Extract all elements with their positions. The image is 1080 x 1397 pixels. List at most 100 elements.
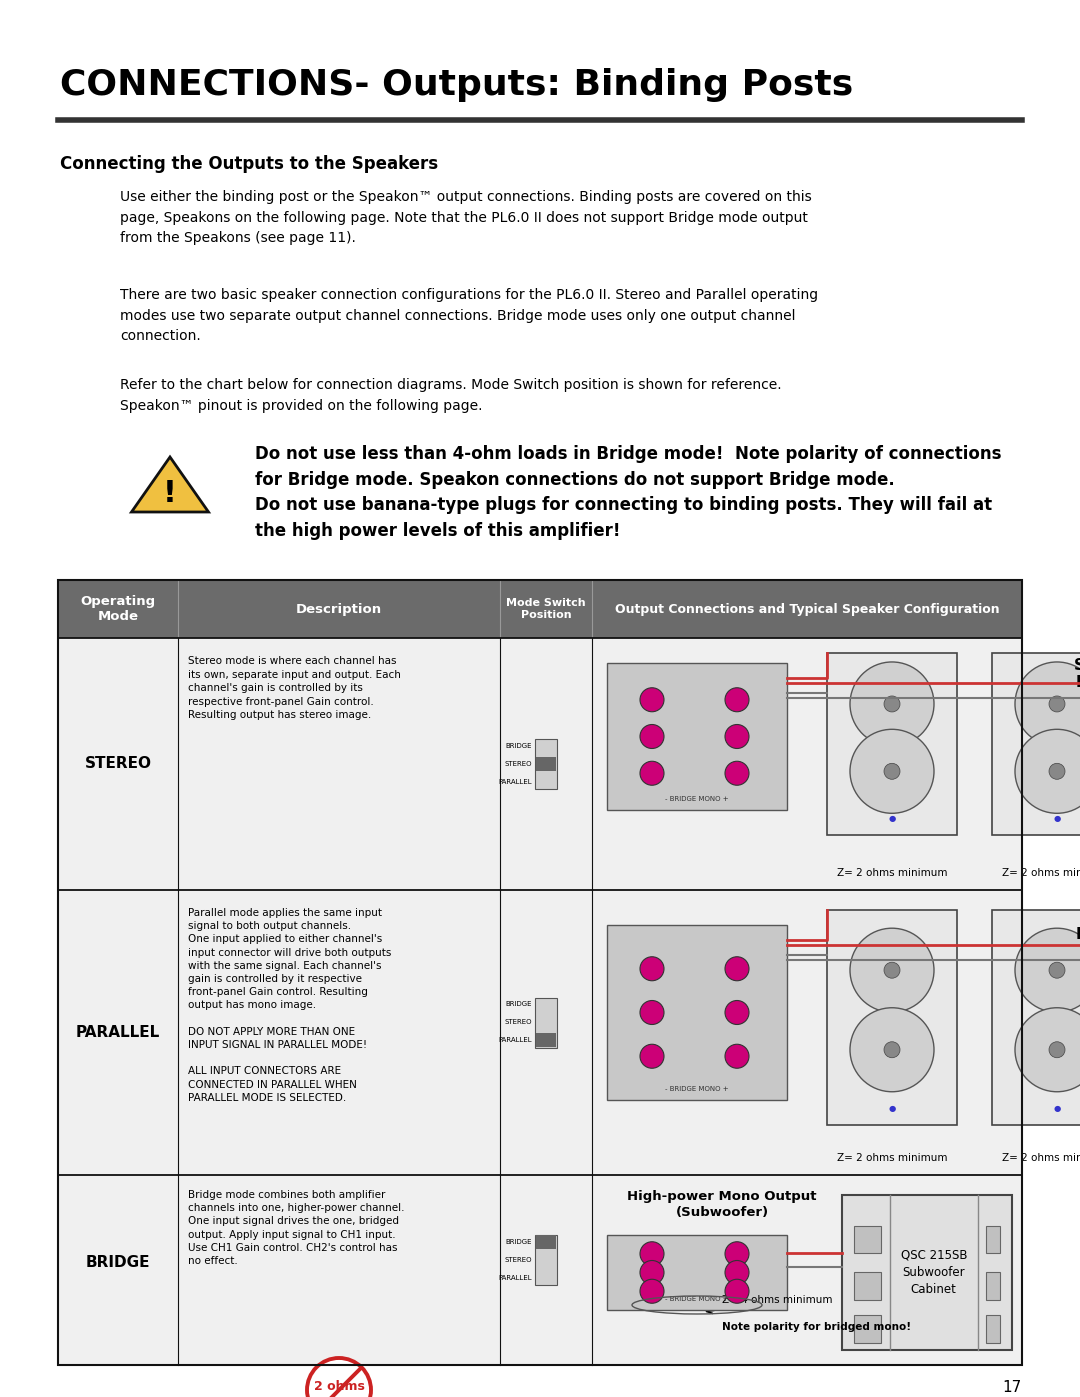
Circle shape <box>725 1000 750 1024</box>
Text: Description: Description <box>296 602 382 616</box>
Text: BRIDGE: BRIDGE <box>505 1002 532 1007</box>
Circle shape <box>725 725 750 749</box>
Circle shape <box>640 1000 664 1024</box>
Text: BRIDGE: BRIDGE <box>505 1239 532 1245</box>
Bar <box>535 1235 557 1285</box>
Text: Use either the binding post or the Speakon™ output connections. Binding posts ar: Use either the binding post or the Speak… <box>120 190 812 246</box>
Bar <box>854 1227 881 1253</box>
Bar <box>535 739 557 789</box>
Text: Bridge mode combines both amplifier
channels into one, higher-power channel.
One: Bridge mode combines both amplifier chan… <box>188 1190 405 1266</box>
Circle shape <box>640 725 664 749</box>
Circle shape <box>1015 662 1080 746</box>
Text: Refer to the chart below for connection diagrams. Mode Switch position is shown : Refer to the chart below for connection … <box>120 379 782 412</box>
Bar <box>993 909 1080 1125</box>
Circle shape <box>850 729 934 813</box>
Text: Stereo mode is where each channel has
its own, separate input and output. Each
c: Stereo mode is where each channel has it… <box>188 657 401 721</box>
Text: PARALLEL: PARALLEL <box>76 1025 160 1039</box>
Text: STEREO: STEREO <box>504 761 532 767</box>
Text: BRIDGE: BRIDGE <box>505 743 532 749</box>
Circle shape <box>640 1242 664 1266</box>
Circle shape <box>885 696 900 712</box>
Circle shape <box>1049 696 1065 712</box>
Bar <box>854 1273 881 1301</box>
Text: Note polarity for bridged mono!: Note polarity for bridged mono! <box>723 1322 912 1331</box>
Circle shape <box>640 1044 664 1069</box>
Bar <box>58 580 1022 638</box>
Circle shape <box>1049 763 1065 780</box>
Bar <box>842 1194 1012 1350</box>
Text: STEREO: STEREO <box>84 757 151 771</box>
Text: High-power Mono Output
(Subwoofer): High-power Mono Output (Subwoofer) <box>627 1190 816 1220</box>
Text: PARALLEL: PARALLEL <box>498 780 532 785</box>
Circle shape <box>1049 963 1065 978</box>
Text: Z= 2 ohms minimum: Z= 2 ohms minimum <box>837 1153 947 1162</box>
Text: Operating
Mode: Operating Mode <box>80 595 156 623</box>
Bar <box>536 1032 556 1046</box>
Text: Z= 2 ohms minimum: Z= 2 ohms minimum <box>837 868 947 877</box>
Circle shape <box>850 1007 934 1091</box>
Circle shape <box>725 1242 750 1266</box>
Text: - BRIDGE MONO +: - BRIDGE MONO + <box>665 796 729 802</box>
Circle shape <box>885 963 900 978</box>
Circle shape <box>885 1042 900 1058</box>
Bar <box>986 1315 1000 1343</box>
Text: - BRIDGE MONO +: - BRIDGE MONO + <box>665 1296 729 1302</box>
Bar <box>58 1175 1022 1365</box>
Circle shape <box>640 687 664 711</box>
Bar <box>607 1235 787 1310</box>
Bar <box>536 757 556 771</box>
Text: ●: ● <box>1053 814 1061 823</box>
Circle shape <box>1015 928 1080 1013</box>
Text: Connecting the Outputs to the Speakers: Connecting the Outputs to the Speakers <box>60 155 438 173</box>
Text: Stereo
Image: Stereo Image <box>1074 658 1080 690</box>
Text: ●: ● <box>1053 1104 1061 1113</box>
Circle shape <box>725 1280 750 1303</box>
Text: BRIDGE: BRIDGE <box>85 1255 150 1270</box>
Text: CONNECTIONS- Outputs: Binding Posts: CONNECTIONS- Outputs: Binding Posts <box>60 68 853 102</box>
Circle shape <box>640 957 664 981</box>
Bar <box>827 909 957 1125</box>
Bar <box>854 1315 881 1343</box>
Text: PARALLEL: PARALLEL <box>498 1038 532 1044</box>
Text: !: ! <box>163 479 177 507</box>
Text: ●: ● <box>889 1104 895 1113</box>
Text: Z= 2 ohms minimum: Z= 2 ohms minimum <box>1002 1153 1080 1162</box>
Polygon shape <box>132 457 208 511</box>
Bar <box>58 890 1022 1175</box>
Text: Do not use less than 4-ohm loads in Bridge mode!  Note polarity of connections
f: Do not use less than 4-ohm loads in Brid… <box>255 446 1001 541</box>
Circle shape <box>640 1280 664 1303</box>
Bar <box>993 652 1080 835</box>
Bar <box>986 1273 1000 1301</box>
Text: 2 ohms: 2 ohms <box>313 1379 364 1393</box>
Bar <box>607 664 787 810</box>
Text: There are two basic speaker connection configurations for the PL6.0 II. Stereo a: There are two basic speaker connection c… <box>120 288 819 344</box>
Text: STEREO: STEREO <box>504 1020 532 1025</box>
Circle shape <box>725 1044 750 1069</box>
Bar <box>535 997 557 1048</box>
Text: STEREO: STEREO <box>504 1257 532 1263</box>
Circle shape <box>640 761 664 785</box>
Text: Mode Switch
Position: Mode Switch Position <box>507 598 585 620</box>
Bar <box>58 638 1022 890</box>
Text: PARALLEL: PARALLEL <box>498 1275 532 1281</box>
Bar <box>536 1235 556 1249</box>
Circle shape <box>850 662 934 746</box>
Bar <box>827 652 957 835</box>
Text: ●: ● <box>889 814 895 823</box>
Circle shape <box>640 1260 664 1284</box>
Text: Parallel mode applies the same input
signal to both output channels.
One input a: Parallel mode applies the same input sig… <box>188 908 391 1102</box>
Text: Z= 4 ohms minimum: Z= 4 ohms minimum <box>723 1295 833 1305</box>
Circle shape <box>725 761 750 785</box>
Text: Output Connections and Typical Speaker Configuration: Output Connections and Typical Speaker C… <box>615 602 999 616</box>
Text: QSC 215SB
Subwoofer
Cabinet: QSC 215SB Subwoofer Cabinet <box>901 1249 967 1296</box>
Circle shape <box>1015 729 1080 813</box>
Text: Z= 2 ohms minimum: Z= 2 ohms minimum <box>1002 868 1080 877</box>
Circle shape <box>725 957 750 981</box>
Circle shape <box>1049 1042 1065 1058</box>
Circle shape <box>725 687 750 711</box>
Bar <box>607 925 787 1099</box>
Text: - BRIDGE MONO +: - BRIDGE MONO + <box>665 1085 729 1092</box>
Circle shape <box>1015 1007 1080 1091</box>
Circle shape <box>307 1358 372 1397</box>
Bar <box>58 580 1022 1365</box>
